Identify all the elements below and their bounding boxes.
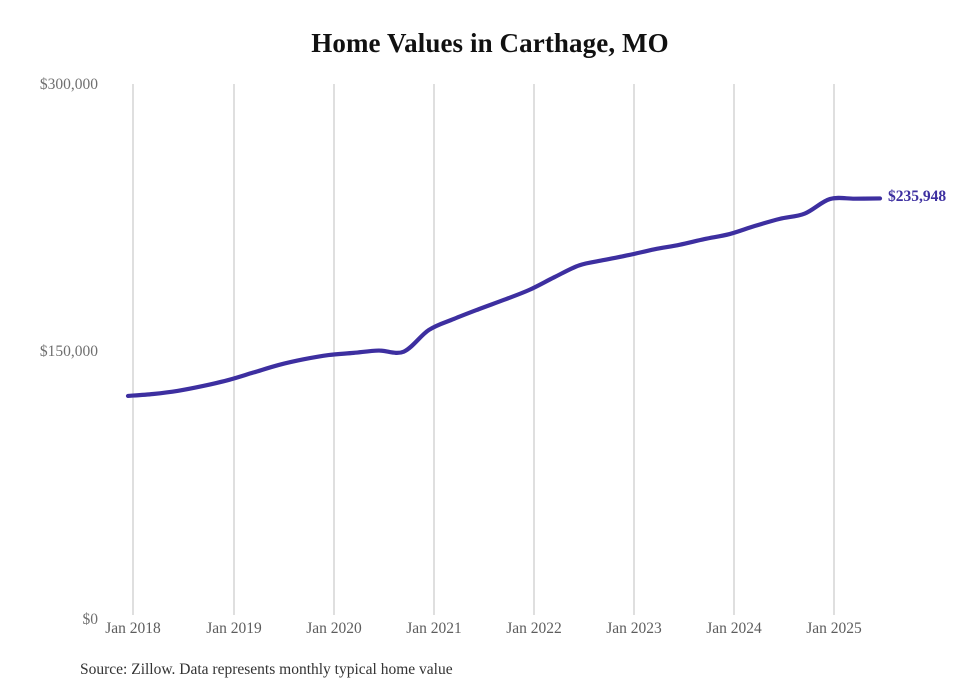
x-axis-tick-label: Jan 2024 (706, 620, 762, 637)
y-axis-tick-label: $300,000 (39, 76, 98, 93)
x-axis-tick-label: Jan 2021 (406, 620, 462, 637)
y-axis-tick-label: $0 (82, 611, 99, 628)
x-axis-tick-label: Jan 2020 (306, 620, 362, 637)
x-axis-tick-label: Jan 2025 (806, 620, 862, 637)
y-axis-tick-label: $150,000 (39, 343, 98, 360)
end-value-annotation: $235,948 (888, 188, 947, 206)
series-line-typical-home-value (125, 195, 883, 399)
gridlines-group (132, 84, 835, 615)
chart-title: Home Values in Carthage, MO (311, 28, 669, 58)
x-axis-tick-label: Jan 2018 (105, 620, 161, 637)
x-axis-tick-label: Jan 2022 (506, 620, 562, 637)
x-axis-tick-label: Jan 2019 (206, 620, 262, 637)
x-axis-tick-label: Jan 2023 (606, 620, 662, 637)
chart-footnote: Source: Zillow. Data represents monthly … (80, 661, 453, 678)
